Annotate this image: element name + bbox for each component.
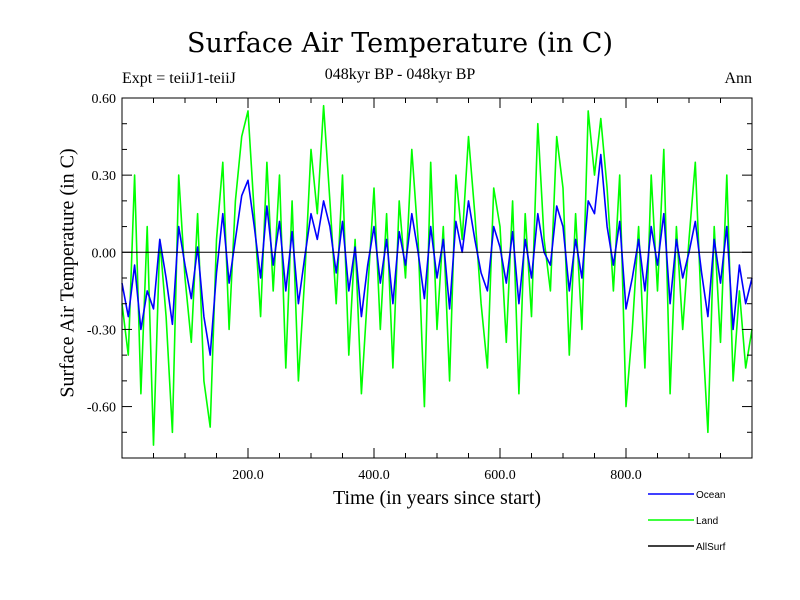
x-tick-label: 200.0: [232, 468, 264, 483]
season-label: Ann: [724, 70, 752, 87]
x-tick-label: 800.0: [610, 468, 642, 483]
y-tick-label: -0.30: [87, 323, 116, 338]
legend: Ocean Land AllSurf: [648, 490, 726, 553]
legend-label-ocean: Ocean: [696, 490, 725, 501]
y-tick-label: -0.60: [87, 401, 116, 416]
chart-title: Surface Air Temperature (in C): [187, 28, 613, 59]
series-line-land: [121, 104, 753, 446]
legend-label-allsurf: AllSurf: [696, 542, 726, 553]
x-tick-label: 600.0: [484, 468, 516, 483]
y-tick-label: 0.60: [92, 92, 117, 107]
x-axis-label: Time (in years since start): [332, 487, 542, 509]
axis-ticks: 200.0 400.0 600.0 800.0 -0.60 -0.30 0.00 0.30 0.…: [87, 92, 752, 483]
experiment-label: Expt = teiiJ1-teiiJ: [122, 70, 236, 87]
x-tick-label: 400.0: [358, 468, 390, 483]
plot-lines: [121, 104, 753, 446]
chart-subtitle: 048kyr BP - 048kyr BP: [324, 66, 476, 83]
y-tick-label: 0.30: [92, 169, 117, 184]
legend-label-land: Land: [696, 516, 718, 527]
y-tick-label: 0.00: [92, 246, 117, 261]
series-line-ocean: [121, 153, 753, 356]
